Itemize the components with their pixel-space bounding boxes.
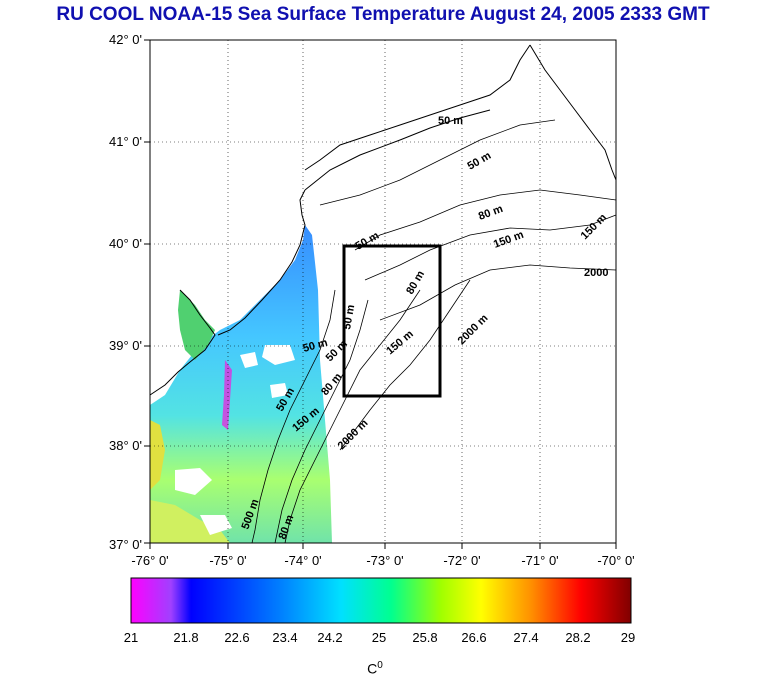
cloud-gap <box>240 352 258 368</box>
contour-label: 2000 <box>584 267 608 279</box>
long-island-coast <box>304 109 491 191</box>
contour-label: 50 m <box>438 115 463 127</box>
lon-label: -71° 0' <box>521 553 559 568</box>
contour-label: 50 m <box>466 150 494 173</box>
colorbar-tick: 25.8 <box>412 630 438 645</box>
contour-50m <box>319 119 556 206</box>
contour-label: 50 m <box>324 338 350 364</box>
lat-label: 39° 0' <box>109 338 142 353</box>
contour-label: 50 m <box>341 304 357 331</box>
contour-label: 2000 m <box>336 417 371 452</box>
colorbar-tick: 26.6 <box>461 630 487 645</box>
map-frame <box>149 39 617 544</box>
colorbar-tick: 28.2 <box>565 630 591 645</box>
contour-150m <box>364 214 617 281</box>
lon-label: -70° 0' <box>597 553 635 568</box>
contour-150m-south <box>284 289 421 544</box>
warm-coastal-streak <box>222 360 232 430</box>
colorbar-tick: 21.8 <box>173 630 199 645</box>
lon-label: -75° 0' <box>209 553 247 568</box>
map-title: RU COOL NOAA-15 Sea Surface Temperature … <box>56 4 710 25</box>
lat-label: 40° 0' <box>109 236 142 251</box>
contour-label: 150 m <box>492 229 526 251</box>
lat-label: 41° 0' <box>109 134 142 149</box>
lat-label: 37° 0' <box>109 537 142 552</box>
colorbar <box>130 577 632 624</box>
lat-label: 42° 0' <box>109 32 142 47</box>
colorbar-tick: 24.2 <box>317 630 343 645</box>
colorbar-tick: 22.6 <box>224 630 250 645</box>
lat-label: 38° 0' <box>109 438 142 453</box>
lon-label: -72° 0' <box>443 553 481 568</box>
nj-coastline <box>217 189 306 336</box>
ny-coast <box>304 44 531 171</box>
colorbar-tick: 23.4 <box>272 630 298 645</box>
cloud-gap <box>175 468 212 495</box>
contour-2000m <box>379 264 617 321</box>
contour-80m-south <box>274 299 369 544</box>
contour-label: 80 m <box>319 371 344 398</box>
lon-label: -74° 0' <box>284 553 322 568</box>
contour-label: 2000 m <box>456 312 491 347</box>
contour-label: 80 m <box>404 269 427 297</box>
colorbar-tick: 29 <box>620 630 636 645</box>
contour-2000m-south <box>339 279 471 451</box>
colorbar-tick: 25 <box>371 630 387 645</box>
cloud-gap <box>200 515 232 535</box>
cloud-gap <box>262 345 295 365</box>
colorbar-tick: 27.4 <box>513 630 539 645</box>
contour-label: 50 m <box>354 230 382 253</box>
colorbar-unit: C0 <box>367 660 383 677</box>
study-box <box>342 244 442 398</box>
contour-label: 150 m <box>384 328 416 357</box>
lon-label: -76° 0' <box>131 553 169 568</box>
delaware-coast <box>149 289 216 396</box>
contour-label: 80 m <box>477 203 505 223</box>
colorbar-tick: 21 <box>123 630 139 645</box>
chesapeake-sst <box>150 420 165 490</box>
sst-swath <box>150 225 332 543</box>
delaware-bay-sst <box>178 290 215 360</box>
contour-80m <box>354 189 617 251</box>
contour-50m-south <box>251 289 336 544</box>
new-england-coast <box>529 44 617 181</box>
contour-label: 150 m <box>579 211 610 242</box>
tick-marks <box>144 39 617 549</box>
lon-label: -73° 0' <box>366 553 404 568</box>
graticule <box>150 40 616 543</box>
cloud-gap <box>270 383 288 398</box>
